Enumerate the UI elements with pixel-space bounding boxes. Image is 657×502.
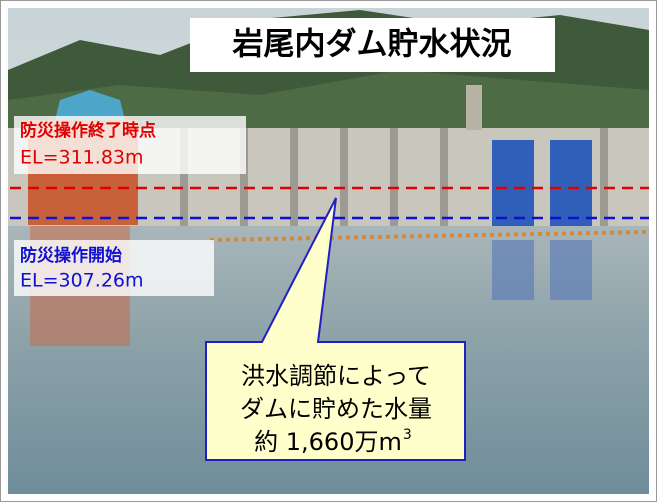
start-label: 防災操作開始	[20, 245, 122, 266]
gate-reflection	[492, 240, 534, 300]
title: 岩尾内ダム貯水状況	[232, 27, 512, 63]
gate	[492, 140, 534, 228]
callout-exponent: 3	[403, 427, 412, 443]
callout-volume: 約 1,660万m	[254, 428, 402, 456]
end-elevation: EL=311.83m	[20, 147, 144, 169]
callout-line: ダムに貯めた水量	[240, 395, 432, 423]
dam-post	[466, 85, 482, 130]
end-label: 防災操作終了時点	[20, 120, 156, 141]
gate-reflection	[550, 240, 592, 300]
callout-line: 洪水調節によって	[241, 362, 431, 390]
slide: 岩尾内ダム貯水状況 防災操作終了時点 EL=311.83m 防災操作開始 EL=…	[0, 0, 657, 502]
gate	[550, 140, 592, 228]
start-elevation: EL=307.26m	[20, 270, 144, 292]
